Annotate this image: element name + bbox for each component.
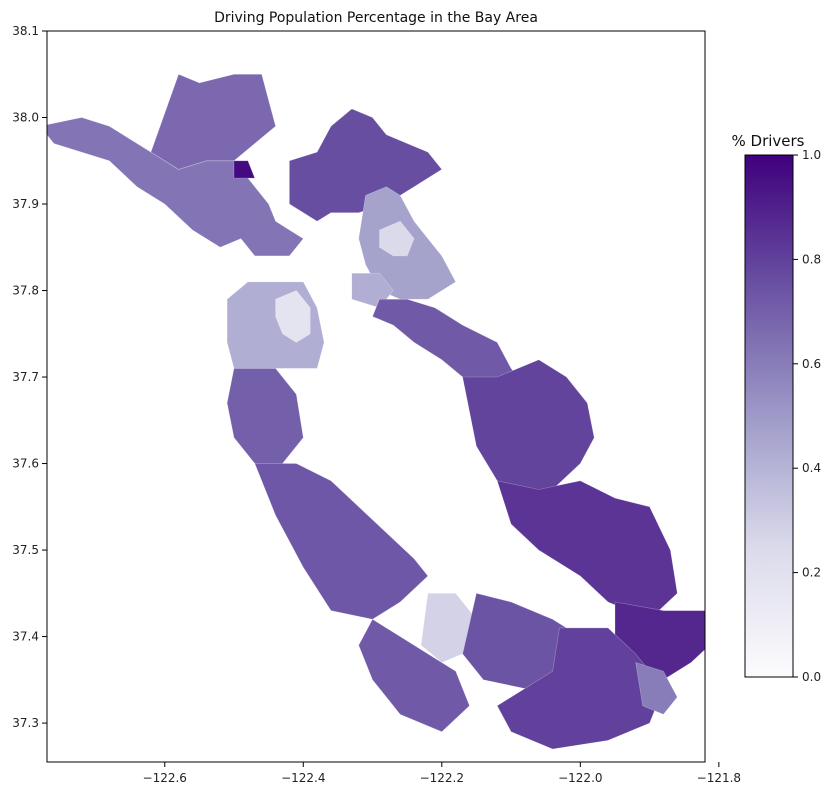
y-tick-label: 38.0 [12, 111, 39, 125]
y-tick-label: 37.8 [12, 284, 39, 298]
colorbar-tick-label: 0.0 [802, 670, 821, 684]
y-tick-label: 37.6 [12, 457, 39, 471]
colorbar-tick-label: 0.4 [802, 461, 821, 475]
x-tick-label: −122.2 [420, 771, 464, 785]
map-region [379, 220, 415, 257]
colorbar-tick-label: 0.2 [802, 566, 821, 580]
map-region [635, 662, 678, 715]
map-region [233, 160, 256, 179]
colorbar-bar [744, 154, 794, 678]
colorbar-tick-label: 0.6 [802, 357, 821, 371]
y-tick-label: 37.4 [12, 630, 39, 644]
x-axis: −122.6 −122.4 −122.2 −122.0 −121.8 [143, 762, 741, 785]
x-tick-label: −122.0 [558, 771, 602, 785]
map-regions [47, 73, 705, 750]
map-region [462, 359, 595, 499]
map-region [351, 272, 394, 309]
map-region [496, 627, 664, 750]
x-tick-label: −122.4 [281, 771, 325, 785]
y-axis: 37.3 37.4 37.5 37.6 37.7 37.8 37.9 38.0 38.1 [12, 24, 47, 730]
y-tick-label: 37.7 [12, 370, 39, 384]
colorbar-tick-label: 0.8 [802, 252, 821, 266]
map-region [496, 480, 678, 620]
colorbar-axis: 0.0 0.2 0.4 0.6 0.8 1.0 [793, 148, 821, 684]
x-tick-label: −122.6 [143, 771, 187, 785]
map-region [150, 73, 276, 170]
map-region [275, 290, 311, 343]
y-tick-label: 37.5 [12, 543, 39, 557]
y-tick-label: 37.3 [12, 716, 39, 730]
y-tick-label: 37.9 [12, 197, 39, 211]
map-region [289, 108, 443, 222]
map-region [226, 368, 304, 464]
axes-frame [46, 30, 706, 763]
map-region [358, 618, 470, 733]
colorbar-tick-label: 1.0 [802, 148, 821, 162]
colorbar-title: % Drivers [732, 132, 805, 150]
x-tick-label: −121.8 [697, 771, 741, 785]
chart-title: Driving Population Percentage in the Bay… [214, 10, 538, 26]
y-tick-label: 38.1 [12, 24, 39, 38]
map-region [254, 463, 429, 620]
